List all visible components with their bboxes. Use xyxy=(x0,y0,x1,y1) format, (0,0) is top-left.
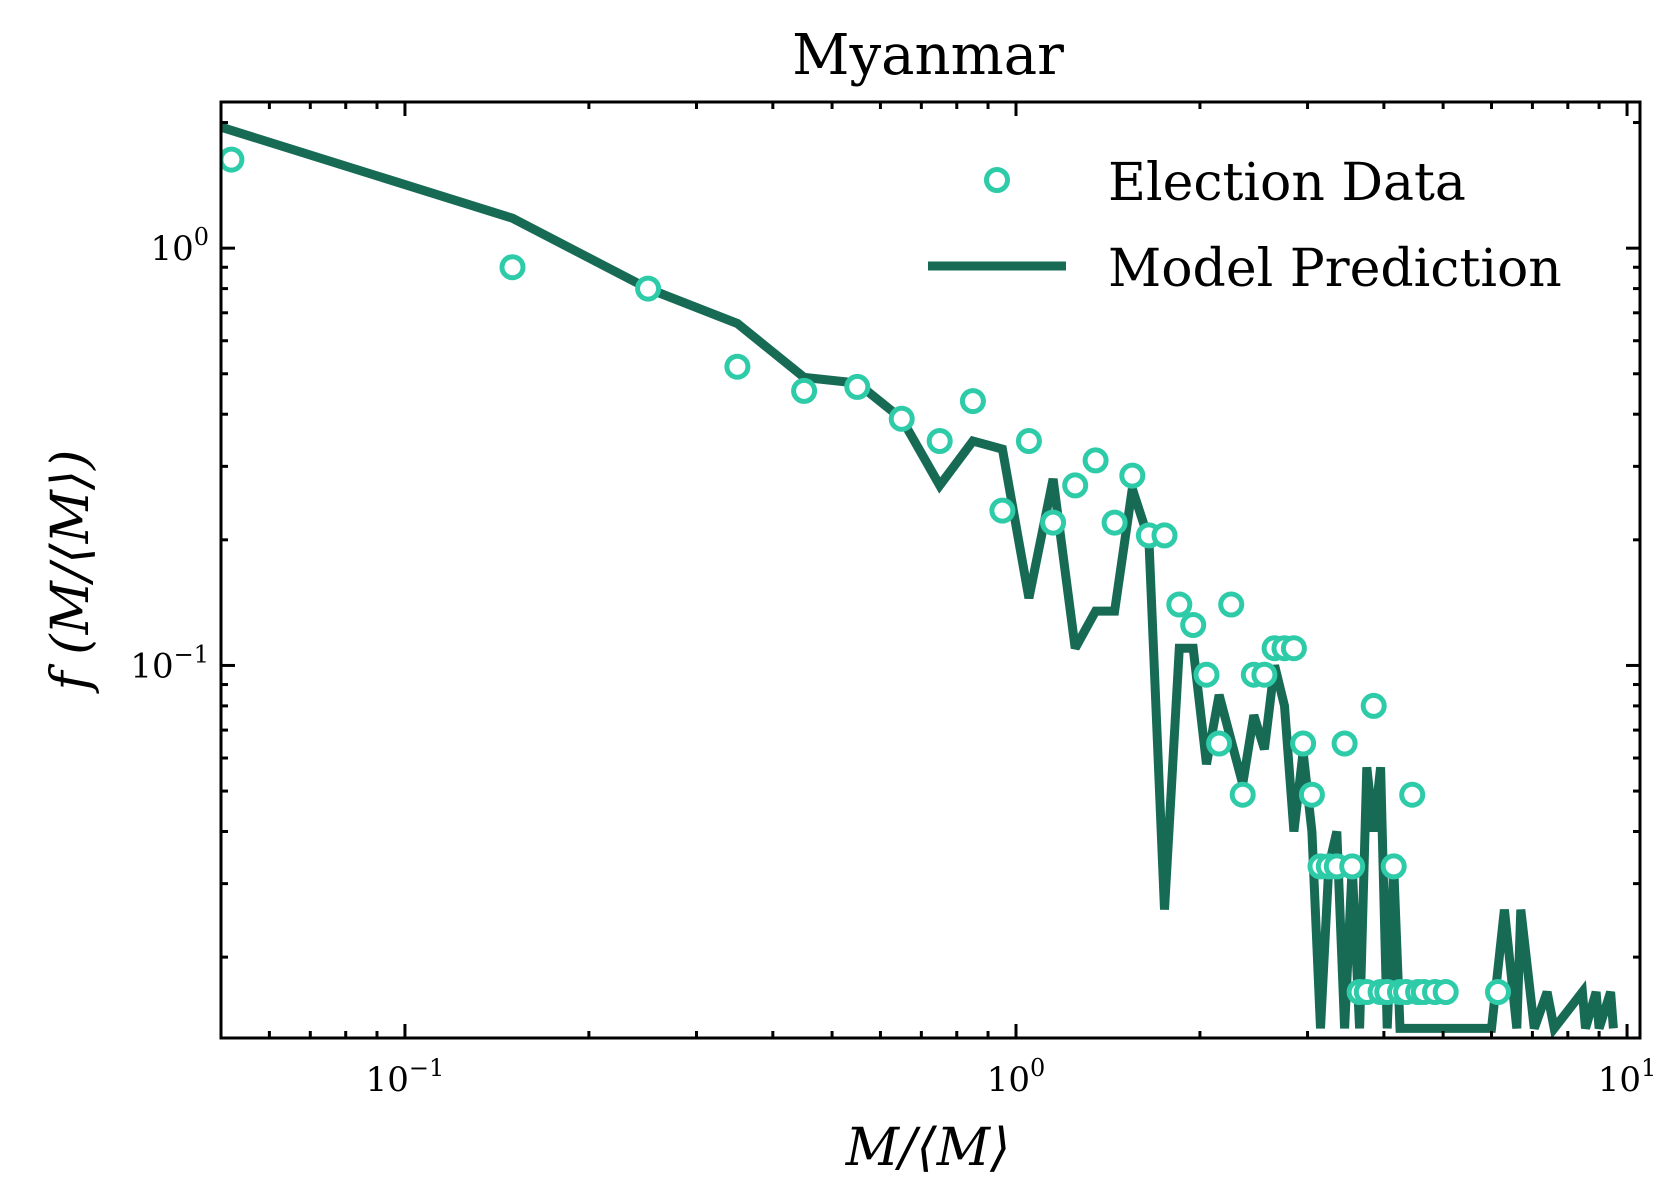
data-point xyxy=(959,388,986,415)
data-point xyxy=(1218,591,1245,618)
data-point xyxy=(1280,635,1307,662)
legend-label: Model Prediction xyxy=(1108,239,1562,299)
data-point xyxy=(1251,661,1278,688)
data-point xyxy=(989,497,1016,524)
data-point xyxy=(1360,692,1387,719)
legend-label: Election Data xyxy=(1108,153,1466,213)
data-point xyxy=(1180,612,1207,638)
data-point xyxy=(1206,730,1233,757)
data-point xyxy=(888,405,915,432)
chart-title: Myanmar xyxy=(792,23,1064,88)
x-tick-label: 10−1 xyxy=(366,1054,445,1100)
data-point xyxy=(1485,979,1511,1005)
data-point xyxy=(499,254,526,281)
series-layer xyxy=(221,122,1618,1038)
x-tick-label: 100 xyxy=(987,1054,1046,1100)
data-point xyxy=(1432,979,1459,1005)
plot-frame xyxy=(219,100,1642,1040)
x-axis-label: M/⟨M⟩ xyxy=(845,1118,1011,1178)
data-point xyxy=(1119,462,1146,489)
data-point xyxy=(1229,781,1256,808)
data-point xyxy=(635,275,662,302)
y-axis-label: f (M/⟨M⟩) xyxy=(41,450,101,695)
data-point xyxy=(1015,428,1042,454)
data-point xyxy=(1331,730,1358,757)
y-tick-label: 10−1 xyxy=(130,640,209,686)
data-point xyxy=(1380,853,1407,880)
data-point xyxy=(1082,447,1109,474)
legend-marker-election-data xyxy=(984,167,1010,193)
data-point xyxy=(221,146,245,173)
data-point xyxy=(1399,781,1426,808)
data-point xyxy=(1062,472,1089,499)
data-point xyxy=(1166,591,1193,618)
legend: Election Data Model Prediction xyxy=(928,153,1562,299)
data-point xyxy=(926,428,953,454)
data-point xyxy=(1193,661,1220,688)
data-point xyxy=(791,377,818,404)
data-point xyxy=(1101,509,1128,536)
data-point xyxy=(1290,730,1317,757)
data-point xyxy=(724,353,751,380)
data-point xyxy=(1339,853,1366,880)
data-point xyxy=(1298,781,1325,808)
y-tick-label: 100 xyxy=(150,223,209,269)
data-point xyxy=(1040,509,1067,536)
data-point xyxy=(1151,522,1178,549)
data-point xyxy=(844,373,871,400)
x-tick-label: 101 xyxy=(1598,1054,1657,1100)
